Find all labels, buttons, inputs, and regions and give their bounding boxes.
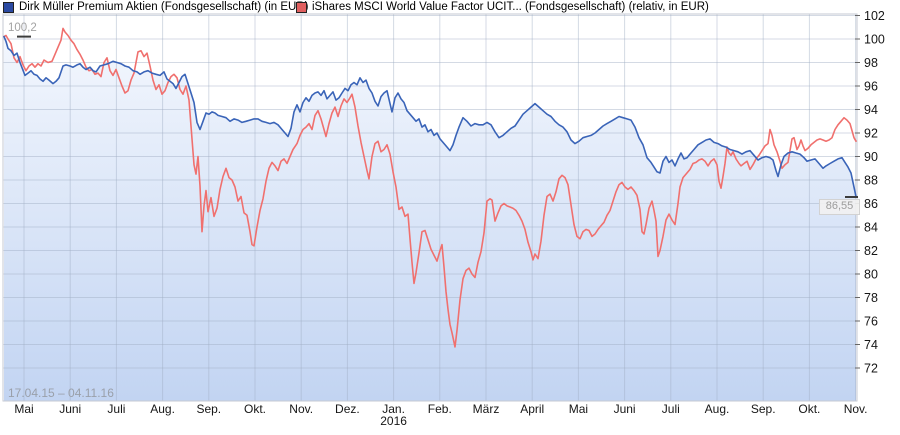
y-axis-label: 76	[864, 315, 878, 329]
x-axis-label: Feb.	[428, 402, 452, 416]
x-axis-label: Juni	[59, 402, 81, 416]
y-axis-label: 72	[864, 362, 878, 376]
x-axis-label: Okt.	[798, 402, 820, 416]
y-axis-label: 78	[864, 291, 878, 305]
x-axis-label: Mai	[569, 402, 588, 416]
series-lines	[3, 27, 857, 348]
legend-item-dirk-mueller[interactable]: Dirk Müller Premium Aktien (Fondsgesells…	[3, 1, 309, 13]
y-axis-label: 94	[864, 103, 878, 117]
y-axis-label: 80	[864, 268, 878, 282]
y-axis-label: 100	[864, 33, 885, 47]
x-axis-label: Juli	[662, 402, 680, 416]
start-value-label: 100,2	[8, 22, 37, 34]
x-axis-label: Juni	[614, 402, 636, 416]
date-range-label: 17.04.15 – 04.11.16	[8, 386, 114, 400]
y-axis-label: 92	[864, 127, 878, 141]
y-axis-label: 98	[864, 56, 878, 70]
value-markers	[17, 35, 858, 198]
x-axis-label: Dez.	[335, 402, 360, 416]
x-axis-label: April	[520, 402, 544, 416]
x-axis-label: Jan.	[382, 402, 405, 416]
x-axis-label: Nov.	[289, 402, 313, 416]
y-axis-label: 90	[864, 150, 878, 164]
blue-area	[4, 36, 856, 401]
x-axis-label: Okt.	[244, 402, 266, 416]
y-axis-label: 84	[864, 221, 878, 235]
y-axis-label: 88	[864, 174, 878, 188]
legend-label: Dirk Müller Premium Aktien (Fondsgesells…	[19, 1, 309, 13]
y-axis-label: 86	[864, 197, 878, 211]
y-axis-label: 96	[864, 80, 878, 94]
x-axis-label: Aug.	[150, 402, 175, 416]
y-axis-label: 102	[864, 9, 885, 23]
y-axis-label: 82	[864, 244, 878, 258]
x-axis-year-label: 2016	[380, 414, 407, 428]
red-series-swatch	[296, 1, 307, 13]
grid-lines	[2, 13, 858, 402]
y-axis-label: 74	[864, 338, 878, 352]
blue-series-area-fill	[4, 36, 856, 401]
x-axis-label: März	[473, 402, 500, 416]
x-axis-label: Mai	[14, 402, 33, 416]
axes: 102 100 98 96 94 92 90 88 86 84 82 80 78 76 74 72 Mai Jun…	[14, 9, 885, 428]
x-axis-label: Aug.	[705, 402, 730, 416]
blue-series-line	[3, 35, 857, 198]
x-axis-label: Juli	[107, 402, 125, 416]
blue-series-swatch	[3, 1, 14, 13]
red-series-line	[3, 27, 857, 348]
last-value-badge: 86,55	[819, 199, 860, 215]
legend-item-ishares[interactable]: iShares MSCI World Value Factor UCIT... …	[296, 1, 709, 13]
legend-label: iShares MSCI World Value Factor UCIT... …	[312, 1, 709, 13]
x-axis-label: Sep.	[751, 402, 776, 416]
x-axis-label: Nov.	[844, 402, 868, 416]
x-axis-label: Sep.	[196, 402, 221, 416]
